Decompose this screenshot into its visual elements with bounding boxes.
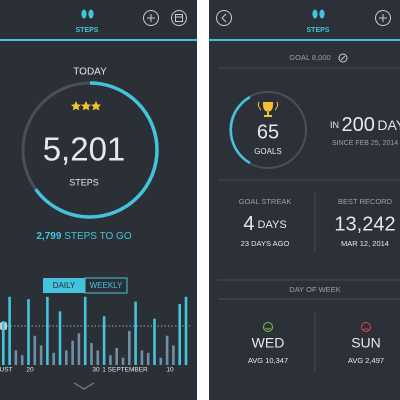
day-bar — [52, 352, 55, 365]
view-toggle: DAILY WEEKLY — [43, 277, 128, 294]
section-title: DAY OF WEEK — [289, 285, 340, 294]
day-bar — [90, 343, 93, 365]
trophy-icon — [257, 101, 279, 117]
steps-icon[interactable] — [81, 9, 94, 19]
duration-unit: DAYS — [377, 117, 400, 133]
day-bar — [77, 333, 81, 365]
add-button[interactable] — [375, 10, 391, 26]
tab-weekly[interactable]: WEEKLY — [90, 281, 123, 290]
since-date: SINCE FEB 25, 2014 — [332, 140, 398, 147]
calendar-button[interactable] — [171, 10, 187, 26]
add-button[interactable] — [143, 10, 159, 26]
day-bar — [146, 352, 150, 365]
day-bar — [71, 340, 74, 365]
axis-label: UST — [0, 367, 13, 374]
steps-unit: STEPS — [69, 177, 99, 187]
day-bar — [165, 335, 169, 365]
day-bar — [153, 318, 156, 365]
header-title: STEPS — [76, 27, 99, 34]
streak-unit: DAYS — [258, 219, 287, 231]
tab-active[interactable] — [43, 278, 85, 293]
day-bar — [20, 355, 24, 365]
steps-icon[interactable] — [312, 9, 325, 19]
progress-arc — [21, 81, 159, 219]
axis-label: 20 — [26, 367, 34, 374]
day-bar — [14, 350, 18, 365]
day-bar — [172, 345, 175, 365]
goals-count: 65 — [257, 121, 279, 143]
panel-bg — [209, 0, 400, 400]
day-bar — [33, 335, 37, 365]
worst-day-avg: AVG 2,497 — [348, 356, 384, 365]
step-count: 5,201 — [43, 131, 126, 168]
day-bar — [2, 321, 5, 365]
steps-screen: STEPS TODAY 5,201 STEPS 2,799 STEPS TO G… — [0, 0, 197, 400]
day-bar — [46, 296, 49, 365]
day-bar — [83, 296, 87, 365]
day-bar — [102, 316, 106, 365]
duration: IN 200 DAYS — [330, 114, 400, 136]
stars — [71, 101, 101, 111]
remaining-text: STEPS TO GO — [64, 231, 132, 242]
day-bars: UST 20 30 1 SEPTEMBER 10 — [0, 296, 188, 374]
sad-icon — [361, 322, 371, 332]
tab-daily[interactable]: DAILY — [53, 281, 76, 290]
day-bar — [109, 355, 112, 365]
day-bar — [39, 345, 43, 365]
axis-label: 10 — [166, 367, 174, 374]
streak: 4 DAYS — [243, 213, 286, 235]
back-button[interactable] — [216, 10, 232, 26]
duration-prefix: IN — [330, 120, 339, 130]
day-bar — [27, 299, 30, 365]
duration-value: 200 — [342, 114, 375, 136]
axis-label: 30 — [92, 367, 100, 374]
streak-title: GOAL STREAK — [239, 197, 292, 206]
day-bar — [134, 301, 137, 365]
header-underline — [209, 39, 400, 41]
edit-goal[interactable] — [338, 53, 348, 63]
day-bar — [58, 311, 62, 365]
best-day-avg: AVG 10,347 — [248, 356, 288, 365]
day-bar — [128, 330, 131, 365]
panel-bg — [0, 0, 197, 400]
goals-ring-arc — [229, 95, 251, 165]
best-note: MAR 12, 2014 — [341, 239, 389, 248]
day-bar — [184, 296, 188, 365]
day-bar — [115, 347, 118, 365]
best-value: 13,242 — [334, 213, 395, 235]
streak-note: 23 DAYS AGO — [241, 239, 290, 248]
streak-value: 4 — [243, 213, 254, 235]
remaining: 2,799 STEPS TO GO — [36, 231, 131, 242]
goals-label: GOALS — [254, 147, 282, 156]
day-bar — [178, 304, 181, 365]
day-bar — [140, 350, 144, 365]
remaining-value: 2,799 — [36, 231, 61, 242]
best-title: BEST RECORD — [338, 197, 393, 206]
goal-label: GOAL 8,000 — [289, 53, 330, 62]
goals-screen: STEPS GOAL 8,000 65 GOALS IN 200 DAYS SI… — [209, 0, 400, 400]
day-bar — [121, 357, 125, 365]
day-bar — [96, 350, 100, 365]
day-bar — [65, 350, 68, 365]
happy-icon — [263, 322, 273, 332]
day-bar — [159, 357, 163, 365]
axis-label: 1 SEPTEMBER — [102, 367, 148, 374]
day-bar — [8, 296, 11, 365]
header-title: STEPS — [307, 27, 330, 34]
expand-chevron[interactable] — [73, 382, 95, 390]
worst-day: SUN — [351, 335, 381, 351]
tab-inactive[interactable] — [84, 277, 128, 294]
today-label: TODAY — [73, 67, 107, 78]
header-underline — [0, 39, 197, 41]
best-day: WED — [252, 335, 285, 351]
